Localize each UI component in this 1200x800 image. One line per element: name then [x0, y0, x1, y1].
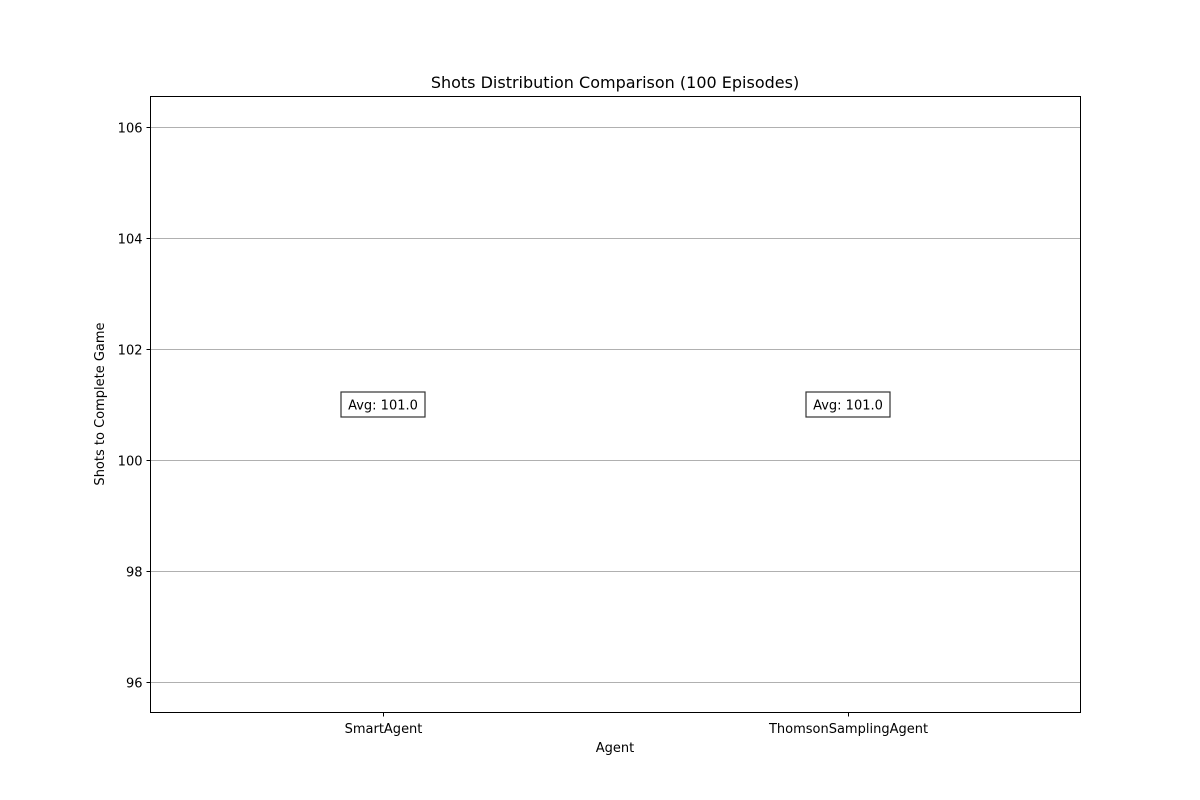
avg-annotation-box	[805, 391, 891, 418]
x-axis: SmartAgent ThomsonSamplingAgent	[345, 712, 928, 737]
y-tick-label: 106	[118, 122, 143, 137]
y-tick-label: 98	[126, 566, 143, 581]
x-tick-label: ThomsonSamplingAgent	[768, 722, 928, 737]
y-axis-label: Shots to Complete Game	[93, 322, 108, 485]
y-tick-label: 104	[118, 233, 143, 248]
y-tick-label: 96	[126, 677, 143, 692]
avg-annotation-label: Avg: 101.0	[813, 399, 883, 414]
x-axis-label: Agent	[596, 741, 634, 756]
annotations: Avg: 101.0 Avg: 101.0	[340, 391, 891, 418]
x-tick-label: SmartAgent	[345, 722, 423, 737]
y-axis: 96 98 100 102 104 106	[118, 122, 151, 692]
plot-frame	[150, 96, 1081, 713]
avg-annotation-box	[340, 391, 426, 418]
chart-title: Shots Distribution Comparison (100 Episo…	[431, 73, 799, 92]
gridlines	[150, 127, 1081, 683]
y-tick-label: 102	[118, 344, 143, 359]
avg-annotation-label: Avg: 101.0	[348, 399, 418, 414]
y-tick-label: 100	[118, 455, 143, 470]
